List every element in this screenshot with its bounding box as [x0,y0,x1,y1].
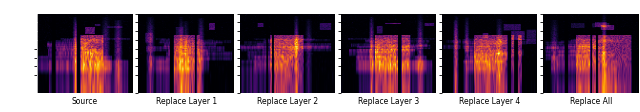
X-axis label: Replace Layer 3: Replace Layer 3 [358,96,419,105]
Y-axis label: Hz: Hz [11,50,17,58]
X-axis label: Replace Layer 1: Replace Layer 1 [156,96,217,105]
X-axis label: Replace Layer 4: Replace Layer 4 [459,96,520,105]
X-axis label: Replace Layer 2: Replace Layer 2 [257,96,318,105]
X-axis label: Replace All: Replace All [570,96,612,105]
X-axis label: Source: Source [72,96,98,105]
